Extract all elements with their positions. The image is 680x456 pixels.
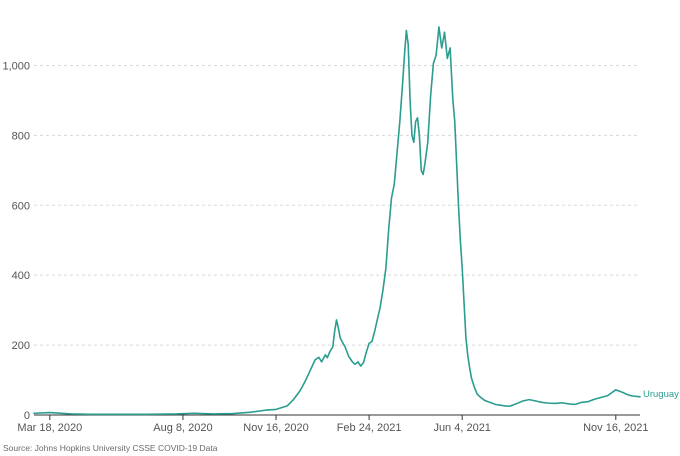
grid-lines — [34, 64, 640, 346]
source-note: Source: Johns Hopkins University CSSE CO… — [3, 443, 218, 453]
x-tick-label: Feb 24, 2021 — [337, 422, 402, 434]
x-axis-tick-labels: Mar 18, 2020 Aug 8, 2020 Nov 16, 2020 Feb 2… — [17, 422, 648, 434]
x-tick-label: Aug 8, 2020 — [153, 422, 212, 434]
x-tick-label: Nov 16, 2021 — [583, 422, 648, 434]
y-tick-label: 200 — [12, 340, 30, 352]
axes — [34, 414, 640, 420]
y-axis-tick-labels: 0 200 400 600 800 1,000 — [2, 60, 30, 422]
x-tick-label: Nov 16, 2020 — [243, 422, 308, 434]
y-tick-label: 400 — [12, 270, 30, 282]
y-tick-label: 800 — [12, 130, 30, 142]
y-tick-label: 0 — [24, 410, 30, 422]
line-chart: 0 200 400 600 800 1,000 Mar 18, 2020 Aug 8, 20… — [2, 26, 679, 434]
x-tick-label: Mar 18, 2020 — [17, 422, 82, 434]
series-labels: Uruguay — [643, 389, 679, 400]
series-label: Uruguay — [643, 389, 679, 400]
x-tick-label: Jun 4, 2021 — [433, 422, 491, 434]
series-line-uruguay — [33, 26, 641, 416]
y-tick-label: 600 — [12, 200, 30, 212]
y-tick-label: 1,000 — [2, 60, 30, 72]
series-lines — [33, 26, 641, 416]
